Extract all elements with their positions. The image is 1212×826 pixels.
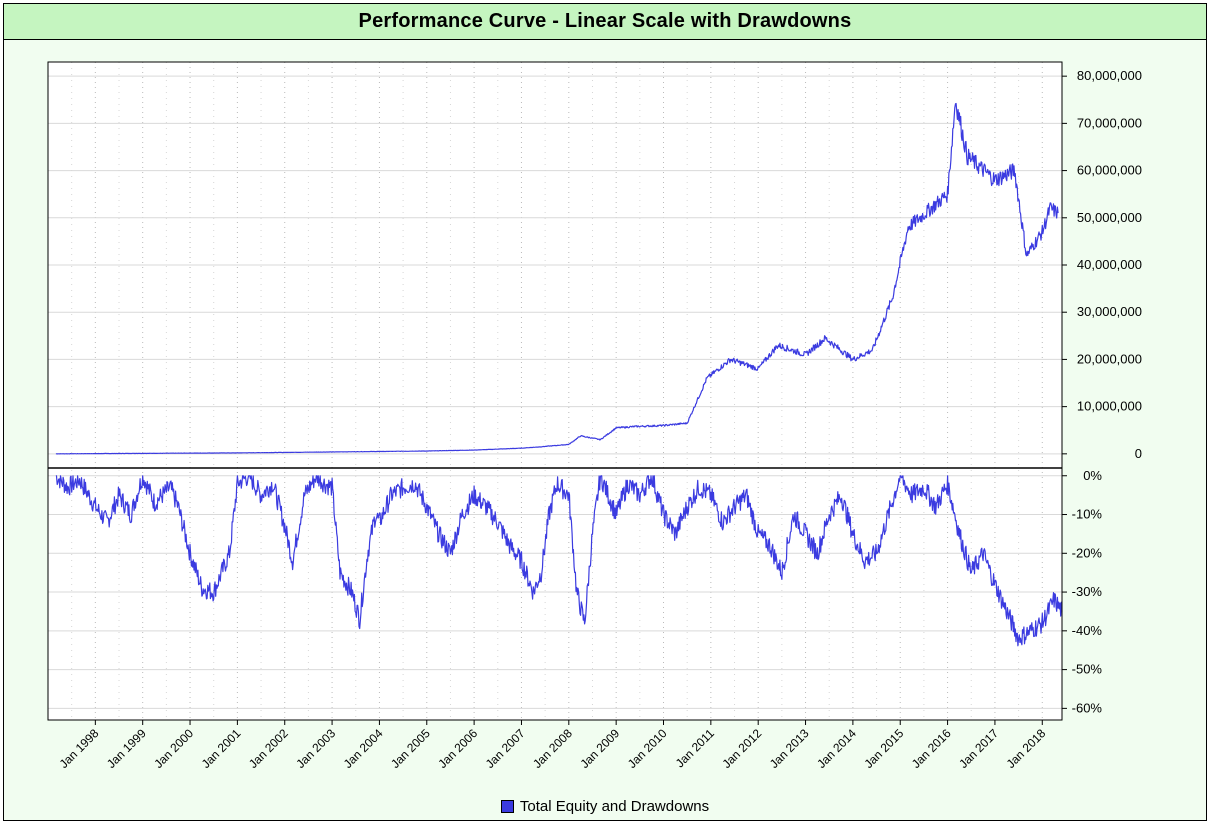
x-tick-label: Jan 1998	[57, 726, 102, 771]
x-tick-label: Jan 2002	[246, 726, 291, 771]
drawdown-y-tick-label: 0%	[1083, 468, 1102, 483]
equity-y-tick-label: 70,000,000	[1077, 115, 1142, 130]
x-tick-label: Jan 2003	[293, 726, 338, 771]
legend-label: Total Equity and Drawdowns	[519, 798, 710, 815]
drawdown-y-tick-label: -50%	[1072, 662, 1103, 677]
legend-swatch	[500, 800, 514, 813]
equity-y-tick-label: 0	[1135, 446, 1142, 461]
x-tick-label: Jan 2006	[435, 726, 480, 771]
chart-frame: Performance Curve - Linear Scale with Dr…	[3, 3, 1207, 821]
equity-y-tick-label: 60,000,000	[1077, 163, 1142, 178]
drawdown-y-tick-label: -60%	[1072, 700, 1103, 715]
x-tick-label: Jan 2012	[719, 726, 764, 771]
x-tick-label: Jan 2010	[625, 726, 670, 771]
drawdown-series-line	[55, 475, 1063, 647]
equity-y-tick-label: 20,000,000	[1077, 351, 1142, 366]
chart-canvas: 0 10,000,000 20,000,000 30,000,000 40,000,00…	[47, 61, 1142, 771]
x-tick-label: Jan 2015	[862, 726, 907, 771]
x-tick-label: Jan 2018	[1004, 726, 1049, 771]
x-tick-label: Jan 2001	[199, 726, 244, 771]
legend: Total Equity and Drawdowns	[4, 798, 1206, 815]
x-tick-label: Jan 2013	[767, 726, 812, 771]
x-tick-label: Jan 2011	[673, 726, 717, 770]
x-tick-label: Jan 2000	[151, 726, 196, 771]
drawdown-y-tick-label: -40%	[1072, 623, 1103, 638]
x-tick-label: Jan 2009	[577, 726, 622, 771]
equity-y-tick-label: 40,000,000	[1077, 257, 1142, 272]
drawdown-y-tick-label: -30%	[1072, 584, 1103, 599]
x-tick-label: Jan 2017	[956, 726, 1001, 771]
x-tick-label: Jan 2008	[530, 726, 575, 771]
chart-title: Performance Curve - Linear Scale with Dr…	[358, 10, 852, 32]
equity-y-tick-label: 30,000,000	[1077, 304, 1142, 319]
equity-series-line	[55, 102, 1059, 455]
equity-y-tick-label: 80,000,000	[1077, 68, 1142, 83]
x-tick-label: Jan 2016	[909, 726, 954, 771]
x-tick-label: Jan 2005	[388, 726, 433, 771]
equity-y-tick-label: 10,000,000	[1077, 399, 1142, 414]
equity-y-tick-label: 50,000,000	[1077, 210, 1142, 225]
drawdown-y-tick-label: -10%	[1072, 507, 1103, 522]
drawdown-plot-area	[48, 468, 1062, 720]
x-tick-label: Jan 2004	[341, 726, 386, 771]
x-tick-label: Jan 2014	[814, 726, 859, 771]
drawdown-y-tick-label: -20%	[1072, 545, 1103, 560]
x-tick-label: Jan 1999	[104, 726, 149, 771]
chart-title-bar: Performance Curve - Linear Scale with Dr…	[4, 4, 1206, 40]
x-tick-label: Jan 2007	[483, 726, 528, 771]
